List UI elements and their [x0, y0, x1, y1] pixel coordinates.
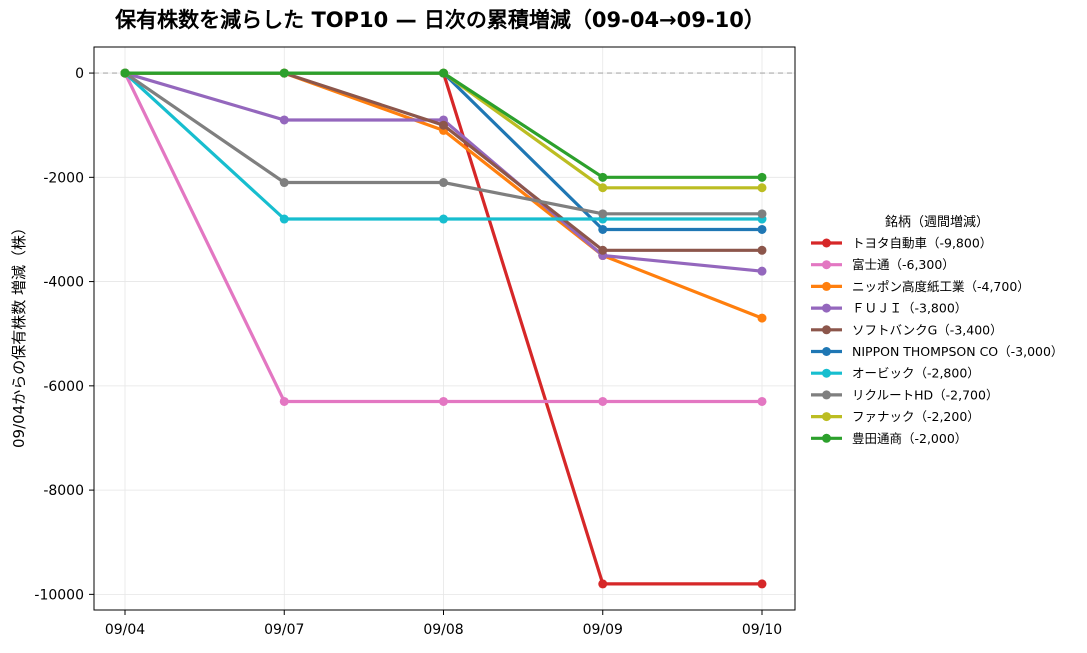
data-point [279, 396, 289, 406]
data-point [598, 183, 608, 193]
series-10 [120, 68, 767, 182]
legend-item: NIPPON THOMPSON CO（-3,000） [811, 344, 1063, 359]
legend-label: トヨタ自動車（-9,800） [852, 236, 992, 251]
legend-swatch-marker [822, 281, 831, 291]
legend-swatch-marker [822, 325, 831, 335]
y-tick-label: 0 [75, 66, 84, 82]
legend-item: トヨタ自動車（-9,800） [811, 236, 992, 251]
y-tick-label: -10000 [34, 587, 84, 603]
data-point [598, 579, 608, 589]
legend-swatch-marker [822, 238, 831, 248]
data-point [279, 178, 289, 188]
legend-item: 富士通（-6,300） [811, 257, 955, 272]
data-point [279, 214, 289, 224]
legend-item: ＦＵＪＩ（-3,800） [811, 301, 967, 316]
y-axis-label: 09/04からの保有株数 増減（株） [10, 220, 28, 448]
legend-label: 富士通（-6,300） [852, 257, 955, 272]
legend-label: 豊田通商（-2,000） [852, 431, 967, 446]
x-tick-label: 09/09 [583, 622, 623, 638]
x-tick-label: 09/08 [423, 622, 463, 638]
legend-item: ファナック（-2,200） [811, 409, 980, 424]
legend-swatch-marker [822, 303, 831, 313]
data-point [439, 68, 448, 78]
legend-item: リクルートHD（-2,700） [811, 387, 998, 402]
series-2 [120, 68, 767, 406]
data-point [598, 396, 608, 406]
data-point [757, 172, 767, 182]
series-8 [120, 68, 767, 219]
legend-swatch-marker [822, 260, 831, 270]
data-point [598, 245, 608, 255]
data-point [757, 245, 767, 255]
data-point [279, 68, 289, 78]
legend: 銘柄（週間増減） トヨタ自動車（-9,800） 富士通（-6,300） ニッポン高度… [811, 214, 1063, 446]
y-tick-label: -4000 [43, 275, 84, 291]
data-point [757, 183, 767, 193]
x-tick-label: 09/07 [264, 622, 304, 638]
data-point [757, 579, 767, 589]
legend-label: NIPPON THOMPSON CO（-3,000） [852, 344, 1063, 359]
data-point [598, 224, 608, 234]
legend-label: ソフトバンクG（-3,400） [852, 322, 1003, 337]
legend-label: オービック（-2,800） [852, 366, 980, 381]
x-tick-label: 09/10 [742, 622, 782, 638]
data-point [120, 68, 130, 78]
data-point [439, 120, 448, 130]
data-point [757, 313, 767, 323]
data-point [279, 115, 289, 125]
data-point [598, 172, 608, 182]
legend-item: ソフトバンクG（-3,400） [811, 322, 1003, 337]
plot-frame [93, 46, 796, 611]
series-4 [120, 68, 767, 276]
legend-swatch-marker [822, 368, 831, 378]
data-point [757, 266, 767, 276]
legend-label: ニッポン高度紙工業（-4,700） [852, 279, 1030, 294]
legend-label: リクルートHD（-2,700） [852, 387, 998, 402]
y-tick-label: -6000 [43, 379, 84, 395]
data-point [598, 209, 608, 219]
legend-label: ＦＵＪＩ（-3,800） [852, 301, 967, 316]
data-point [439, 396, 448, 406]
chart-title: 保有株数を減らした TOP10 — 日次の累積増減（09-04→09-10） [114, 8, 765, 32]
x-tick-label: 09/04 [105, 622, 145, 638]
legend-swatch-marker [822, 433, 831, 443]
y-tick-label: -8000 [43, 483, 84, 499]
legend-item: オービック（-2,800） [811, 366, 980, 381]
series-group [120, 68, 767, 589]
legend-swatch-marker [822, 390, 831, 400]
y-tick-label: -2000 [43, 170, 84, 186]
legend-item: 豊田通商（-2,000） [811, 431, 967, 446]
legend-swatch-marker [822, 347, 831, 356]
data-point [757, 396, 767, 406]
data-point [757, 224, 767, 234]
data-point [439, 214, 448, 224]
axes: 0 -2000 -4000 -6000 -8000 -10000 09/04 09/07 09/… [34, 46, 796, 638]
legend-title: 銘柄（週間増減） [885, 214, 989, 230]
data-point [757, 209, 767, 219]
legend-swatch-marker [822, 412, 831, 422]
legend-item: ニッポン高度紙工業（-4,700） [811, 279, 1030, 294]
legend-label: ファナック（-2,200） [852, 409, 980, 424]
data-point [439, 178, 448, 188]
